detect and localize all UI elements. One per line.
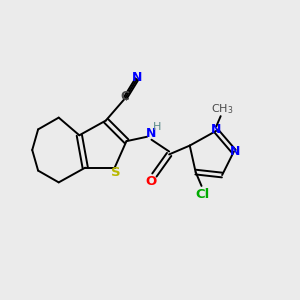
Text: N: N	[132, 71, 142, 84]
Text: S: S	[111, 167, 121, 179]
Text: N: N	[146, 127, 157, 140]
Text: N: N	[211, 123, 221, 136]
Text: Cl: Cl	[196, 188, 210, 201]
Text: C: C	[121, 90, 129, 103]
Text: N: N	[230, 145, 241, 158]
Text: H: H	[153, 122, 161, 132]
Text: O: O	[146, 175, 157, 188]
Text: CH$_3$: CH$_3$	[211, 102, 233, 116]
